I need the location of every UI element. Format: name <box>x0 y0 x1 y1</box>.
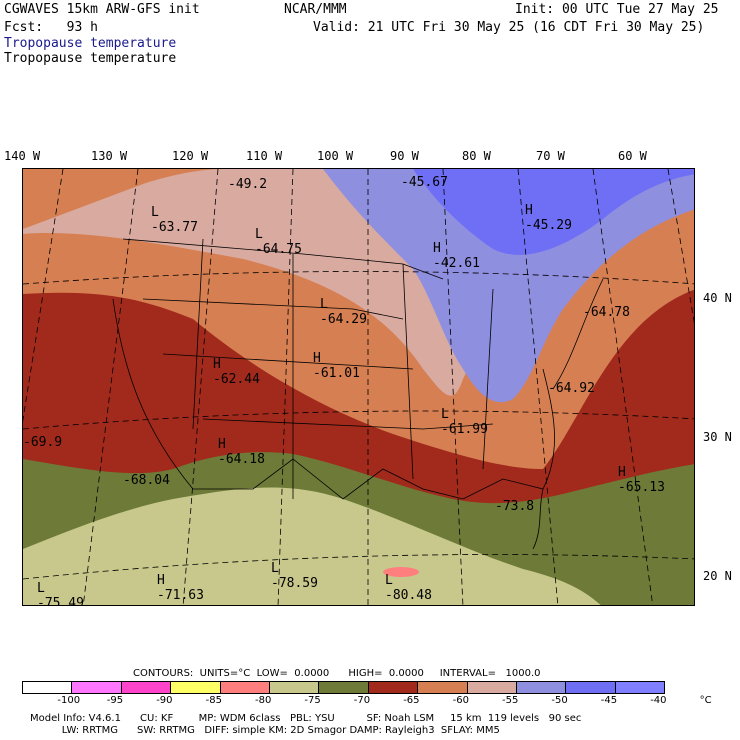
map-extremum-label: -45.67 <box>401 175 448 190</box>
colorbar-tick-label: -40 <box>650 695 667 706</box>
lon-label: 60 W <box>618 149 647 163</box>
map-extremum-label: L -64.29 <box>320 297 367 327</box>
colorbar-cell <box>367 681 419 694</box>
lon-label: 80 W <box>462 149 491 163</box>
map-extremum-label: H -45.29 <box>525 203 572 233</box>
colorbar-cell <box>565 681 616 694</box>
colorbar-cell <box>170 681 221 694</box>
map-extremum-label: -49.2 <box>228 177 268 192</box>
lon-label: 140 W <box>4 149 41 163</box>
lon-label: 100 W <box>317 149 354 163</box>
map-extremum-label: H -61.01 <box>313 351 360 381</box>
map-fill-blue <box>413 169 694 255</box>
organization: NCAR/MMM <box>284 2 347 17</box>
colorbar-tick-label: -50 <box>551 695 568 706</box>
map-extremum-label: L -78.59 <box>271 561 318 591</box>
model-title: CGWAVES 15km ARW-GFS init <box>4 2 200 17</box>
lon-label: 130 W <box>91 149 128 163</box>
colorbar-tick-label: -45 <box>600 695 618 706</box>
colorbar-tick-label: -85 <box>205 695 222 706</box>
map-extremum-label: -73.8 <box>495 499 535 514</box>
lon-label: 110 W <box>246 149 283 163</box>
lat-label: 40 N <box>703 291 732 305</box>
colorbar-cell <box>417 681 468 694</box>
lon-label: 90 W <box>390 149 419 163</box>
colorbar-tick-label: -80 <box>255 695 272 706</box>
model-info-line-2: LW: RRTMG SW: RRTMG DIFF: simple KM: 2D … <box>30 725 500 736</box>
map-extremum-label: L -61.99 <box>441 407 488 437</box>
map-boundaries <box>112 238 604 550</box>
map-canvas <box>23 169 694 605</box>
field-title-blue: Tropopause temperature <box>4 36 177 51</box>
map-extremum-label: -64.78 <box>583 305 630 320</box>
colorbar-tick-label: -90 <box>156 695 173 706</box>
colorbar-tick-label: -65 <box>403 695 420 706</box>
map-fill-nw-orange <box>23 169 223 229</box>
colorbar-cell <box>516 681 567 694</box>
map-extremum-label: L -63.77 <box>151 205 198 235</box>
lat-label: 30 N <box>703 430 732 444</box>
map-extremum-label: -64.92 <box>548 381 595 396</box>
colorbar-tick-label: -100 <box>57 695 81 706</box>
map-extremum-label: L -80.48 <box>385 573 432 603</box>
contour-info: CONTOURS: UNITS=°C LOW= 0.0000 HIGH= 0.0… <box>133 668 541 679</box>
map-extremum-label: H -71.63 <box>157 573 204 603</box>
valid-time: Valid: 21 UTC Fri 30 May 25 (16 CDT Fri … <box>313 20 705 35</box>
colorbar-cell <box>22 681 73 694</box>
map-extremum-label: L -75.49 <box>37 581 84 606</box>
lat-label: 20 N <box>703 569 732 583</box>
colorbar-cell <box>269 681 320 694</box>
colorbar-cell <box>614 681 666 694</box>
colorbar-cell <box>71 681 122 694</box>
field-title: Tropopause temperature <box>4 51 177 66</box>
lon-label: 120 W <box>172 149 209 163</box>
map-fill-khaki <box>23 487 601 605</box>
colorbar-tick-label: -60 <box>452 695 469 706</box>
lon-label: 70 W <box>536 149 565 163</box>
map-extremum-label: H -62.44 <box>213 357 260 387</box>
map-extremum-label: -68.04 <box>123 473 170 488</box>
colorbar-tick-label: -95 <box>106 695 124 706</box>
colorbar-tick-label: -75 <box>304 695 321 706</box>
colorbar-tick-label: °C <box>699 695 712 706</box>
map-graticule <box>23 169 694 605</box>
map-extremum-label: H -65.13 <box>618 465 665 495</box>
colorbar-cell <box>219 681 270 694</box>
colorbar-cell <box>466 681 517 694</box>
map-fill-minimum <box>383 567 419 577</box>
model-info-line-1: Model Info: V4.6.1 CU: KF MP: WDM 6class… <box>30 713 582 724</box>
colorbar-cell <box>318 681 369 694</box>
tropopause-temperature-map: L -63.77 -49.2 L -64.75 -45.67 H -45.29 H -42… <box>22 168 695 606</box>
init-time: Init: 00 UTC Tue 27 May 25 <box>515 2 719 17</box>
map-fill-lavender <box>323 169 694 403</box>
colorbar-cell <box>120 681 172 694</box>
colorbar-tick-label: -70 <box>353 695 371 706</box>
map-extremum-label: -69.9 <box>23 435 63 450</box>
map-extremum-label: H -42.61 <box>433 241 480 271</box>
forecast-hour: Fcst: 93 h <box>4 20 98 35</box>
colorbar-tick-label: -55 <box>502 695 519 706</box>
map-extremum-label: L -64.75 <box>255 227 302 257</box>
map-extremum-label: H -64.18 <box>218 437 265 467</box>
